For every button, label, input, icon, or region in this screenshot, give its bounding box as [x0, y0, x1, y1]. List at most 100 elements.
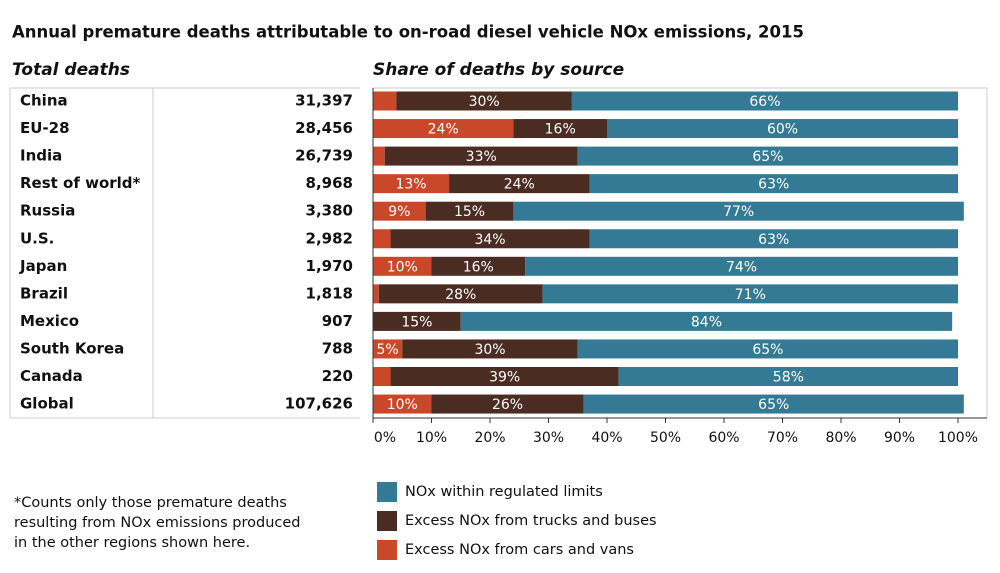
- x-tick-label: 30%: [533, 430, 564, 446]
- bar-segment: [373, 229, 391, 249]
- bar-label: 24%: [428, 122, 459, 138]
- chart-subtitle: Share of deaths by source: [373, 60, 624, 80]
- bar-segment: [525, 256, 958, 276]
- bar-segment: [373, 367, 391, 386]
- bar-segment: [373, 174, 450, 194]
- bar-segment: [373, 91, 397, 111]
- table-header: Total deaths: [12, 60, 130, 80]
- bar-segment: [589, 174, 958, 194]
- row-total: 107,626: [285, 395, 353, 413]
- bar-label: 15%: [401, 314, 432, 330]
- bar-label: 5%: [377, 342, 399, 358]
- bar-segment: [373, 201, 426, 221]
- bar-segment: [618, 367, 958, 386]
- row-total: 907: [322, 312, 353, 330]
- row-total: 2,982: [306, 229, 353, 247]
- bar-label: 33%: [466, 149, 497, 165]
- x-tick-label: 100%: [938, 430, 978, 446]
- row-total: 28,456: [295, 119, 353, 137]
- legend-label: Excess NOx from cars and vans: [405, 542, 634, 558]
- bar-label: 71%: [735, 287, 766, 303]
- bar-label: 63%: [758, 232, 789, 248]
- bar-segment: [583, 394, 964, 414]
- row-label: Japan: [19, 257, 67, 275]
- bar-label: 77%: [723, 204, 754, 220]
- bar-segment: [425, 201, 514, 221]
- bar-label: 10%: [387, 259, 418, 275]
- bar-label: 63%: [758, 177, 789, 193]
- bar-label: 66%: [749, 94, 780, 110]
- bar-segment: [396, 91, 572, 111]
- bar-segment: [373, 256, 432, 276]
- bar-label: 39%: [489, 370, 520, 386]
- x-tick-label: 50%: [650, 430, 681, 446]
- row-label: Global: [20, 395, 74, 413]
- row-label: South Korea: [20, 339, 124, 357]
- bar-segment: [577, 339, 958, 359]
- bar-label: 26%: [492, 397, 523, 413]
- bar-segment: [373, 284, 379, 304]
- bar-segment: [577, 146, 958, 166]
- bar-segment: [384, 146, 578, 166]
- bar-label: 15%: [454, 204, 485, 220]
- row-label: Canada: [20, 367, 83, 385]
- bar-segment: [513, 201, 964, 221]
- legend-label: Excess NOx from trucks and buses: [405, 513, 657, 529]
- bar-segment: [373, 119, 514, 139]
- row-total: 26,739: [295, 147, 353, 165]
- row-total: 1,970: [306, 257, 353, 275]
- row-label: U.S.: [20, 229, 54, 247]
- row-total: 3,380: [306, 202, 353, 220]
- bar-label: 58%: [773, 370, 804, 386]
- row-label: India: [20, 147, 62, 165]
- bar-label: 30%: [469, 94, 500, 110]
- chart-title: Annual premature deaths attributable to …: [12, 23, 804, 42]
- row-label: Russia: [20, 202, 75, 220]
- row-total: 788: [322, 339, 353, 357]
- bar-label: 16%: [463, 259, 494, 275]
- bar-segment: [373, 339, 403, 359]
- bar-label: 16%: [545, 122, 576, 138]
- bar-segment: [402, 339, 578, 359]
- x-tick-label: 60%: [708, 430, 739, 446]
- row-label: Rest of world*: [20, 174, 141, 192]
- legend-swatch: [377, 511, 397, 531]
- bar-label: 30%: [474, 342, 505, 358]
- bar-label: 28%: [445, 287, 476, 303]
- footnote: resulting from NOx emissions produced: [14, 515, 301, 531]
- bar-label: 74%: [726, 259, 757, 275]
- bar-label: 60%: [767, 122, 798, 138]
- row-label: EU-28: [20, 119, 70, 137]
- row-label: Mexico: [20, 312, 79, 330]
- bar-label: 13%: [395, 177, 426, 193]
- bar-segment: [373, 311, 461, 331]
- row-total: 220: [322, 367, 353, 385]
- bar-label: 24%: [504, 177, 535, 193]
- row-total: 1,818: [306, 284, 353, 302]
- x-tick-label: 80%: [825, 430, 856, 446]
- x-tick-label: 20%: [474, 430, 505, 446]
- bar-segment: [390, 229, 590, 249]
- legend-swatch: [377, 482, 397, 502]
- footnote: in the other regions shown here.: [14, 535, 250, 551]
- bar-segment: [513, 119, 607, 139]
- bar-label: 65%: [758, 397, 789, 413]
- bar-label: 65%: [752, 149, 783, 165]
- bar-segment: [449, 174, 590, 194]
- bar-segment: [542, 284, 958, 304]
- bar-segment: [571, 91, 958, 111]
- bar-segment: [589, 229, 958, 249]
- bar-label: 65%: [752, 342, 783, 358]
- row-label: Brazil: [20, 284, 68, 302]
- bar-segment: [378, 284, 543, 304]
- legend-swatch: [377, 540, 397, 560]
- bar-label: 84%: [691, 314, 722, 330]
- legend-label: NOx within regulated limits: [405, 484, 603, 500]
- x-tick-label: 70%: [767, 430, 798, 446]
- bar-label: 34%: [474, 232, 505, 248]
- row-total: 8,968: [306, 174, 353, 192]
- bar-segment: [431, 256, 526, 276]
- x-tick-label: 90%: [884, 430, 915, 446]
- bar-segment: [460, 311, 953, 331]
- x-tick-label: 40%: [591, 430, 622, 446]
